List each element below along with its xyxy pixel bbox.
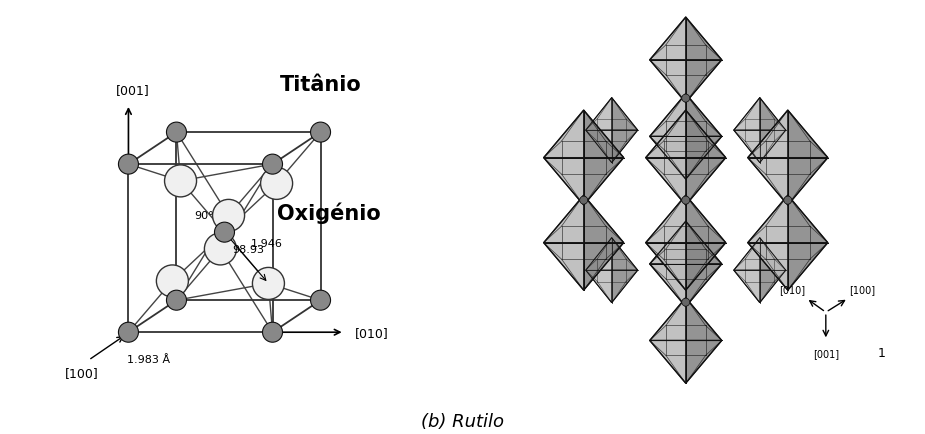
- Polygon shape: [649, 264, 685, 307]
- Polygon shape: [788, 196, 828, 243]
- Text: [001]: [001]: [813, 349, 839, 358]
- Text: 1.983 Å: 1.983 Å: [127, 355, 170, 365]
- Circle shape: [215, 223, 235, 243]
- Text: [010]: [010]: [779, 285, 806, 295]
- Polygon shape: [759, 270, 786, 303]
- Polygon shape: [649, 94, 685, 137]
- Circle shape: [261, 168, 292, 200]
- Text: (b) Rutilo: (b) Rutilo: [421, 412, 504, 430]
- Polygon shape: [646, 158, 685, 206]
- Polygon shape: [649, 341, 685, 383]
- Polygon shape: [685, 61, 722, 103]
- Polygon shape: [685, 158, 726, 206]
- Polygon shape: [646, 111, 685, 158]
- Text: 90°: 90°: [194, 210, 215, 220]
- Polygon shape: [586, 99, 611, 131]
- Circle shape: [118, 322, 139, 342]
- Polygon shape: [685, 18, 722, 61]
- Polygon shape: [611, 238, 637, 270]
- Polygon shape: [584, 111, 623, 158]
- Circle shape: [263, 155, 282, 175]
- Circle shape: [165, 165, 196, 197]
- Polygon shape: [685, 298, 722, 341]
- Polygon shape: [734, 99, 759, 131]
- Polygon shape: [759, 238, 786, 270]
- Polygon shape: [544, 158, 584, 206]
- Polygon shape: [611, 131, 637, 163]
- Polygon shape: [747, 196, 788, 243]
- Polygon shape: [544, 196, 584, 243]
- Text: 1.946: 1.946: [251, 238, 282, 248]
- Polygon shape: [788, 111, 828, 158]
- Circle shape: [166, 290, 187, 310]
- Text: 98.93: 98.93: [232, 245, 265, 255]
- Polygon shape: [649, 61, 685, 103]
- Circle shape: [204, 233, 237, 265]
- Polygon shape: [788, 243, 828, 290]
- Polygon shape: [611, 270, 637, 303]
- Text: Titânio: Titânio: [279, 75, 362, 95]
- Polygon shape: [759, 99, 786, 131]
- Circle shape: [263, 322, 282, 342]
- Polygon shape: [734, 131, 759, 163]
- Polygon shape: [747, 111, 788, 158]
- Circle shape: [213, 200, 244, 232]
- Polygon shape: [685, 264, 722, 307]
- Circle shape: [682, 95, 690, 103]
- Polygon shape: [685, 94, 722, 137]
- Polygon shape: [586, 131, 611, 163]
- Polygon shape: [685, 196, 726, 243]
- Text: [010]: [010]: [354, 326, 388, 339]
- Circle shape: [118, 155, 139, 175]
- Polygon shape: [584, 243, 623, 290]
- Polygon shape: [747, 243, 788, 290]
- Polygon shape: [649, 298, 685, 341]
- Circle shape: [311, 290, 330, 310]
- Polygon shape: [788, 158, 828, 206]
- Polygon shape: [611, 99, 637, 131]
- Polygon shape: [734, 238, 759, 270]
- Text: [001]: [001]: [116, 84, 149, 97]
- Polygon shape: [734, 270, 759, 303]
- Polygon shape: [586, 270, 611, 303]
- Text: [100]: [100]: [65, 366, 98, 379]
- Circle shape: [682, 299, 690, 306]
- Polygon shape: [685, 111, 726, 158]
- Circle shape: [253, 268, 285, 300]
- Circle shape: [166, 123, 187, 143]
- Polygon shape: [685, 243, 726, 290]
- Polygon shape: [544, 243, 584, 290]
- Text: Oxigénio: Oxigénio: [277, 202, 380, 224]
- Circle shape: [156, 265, 189, 297]
- Circle shape: [682, 197, 690, 205]
- Polygon shape: [586, 238, 611, 270]
- Circle shape: [783, 197, 792, 205]
- Polygon shape: [649, 18, 685, 61]
- Polygon shape: [646, 243, 685, 290]
- Polygon shape: [544, 111, 584, 158]
- Polygon shape: [685, 222, 722, 264]
- Polygon shape: [584, 196, 623, 243]
- Polygon shape: [649, 222, 685, 264]
- Circle shape: [580, 197, 587, 205]
- Polygon shape: [685, 137, 722, 180]
- Polygon shape: [747, 158, 788, 206]
- Polygon shape: [646, 196, 685, 243]
- Polygon shape: [649, 137, 685, 180]
- Text: 1: 1: [878, 346, 886, 359]
- Polygon shape: [685, 341, 722, 383]
- Text: [100]: [100]: [849, 285, 875, 295]
- Polygon shape: [584, 158, 623, 206]
- Circle shape: [311, 123, 330, 143]
- Polygon shape: [759, 131, 786, 163]
